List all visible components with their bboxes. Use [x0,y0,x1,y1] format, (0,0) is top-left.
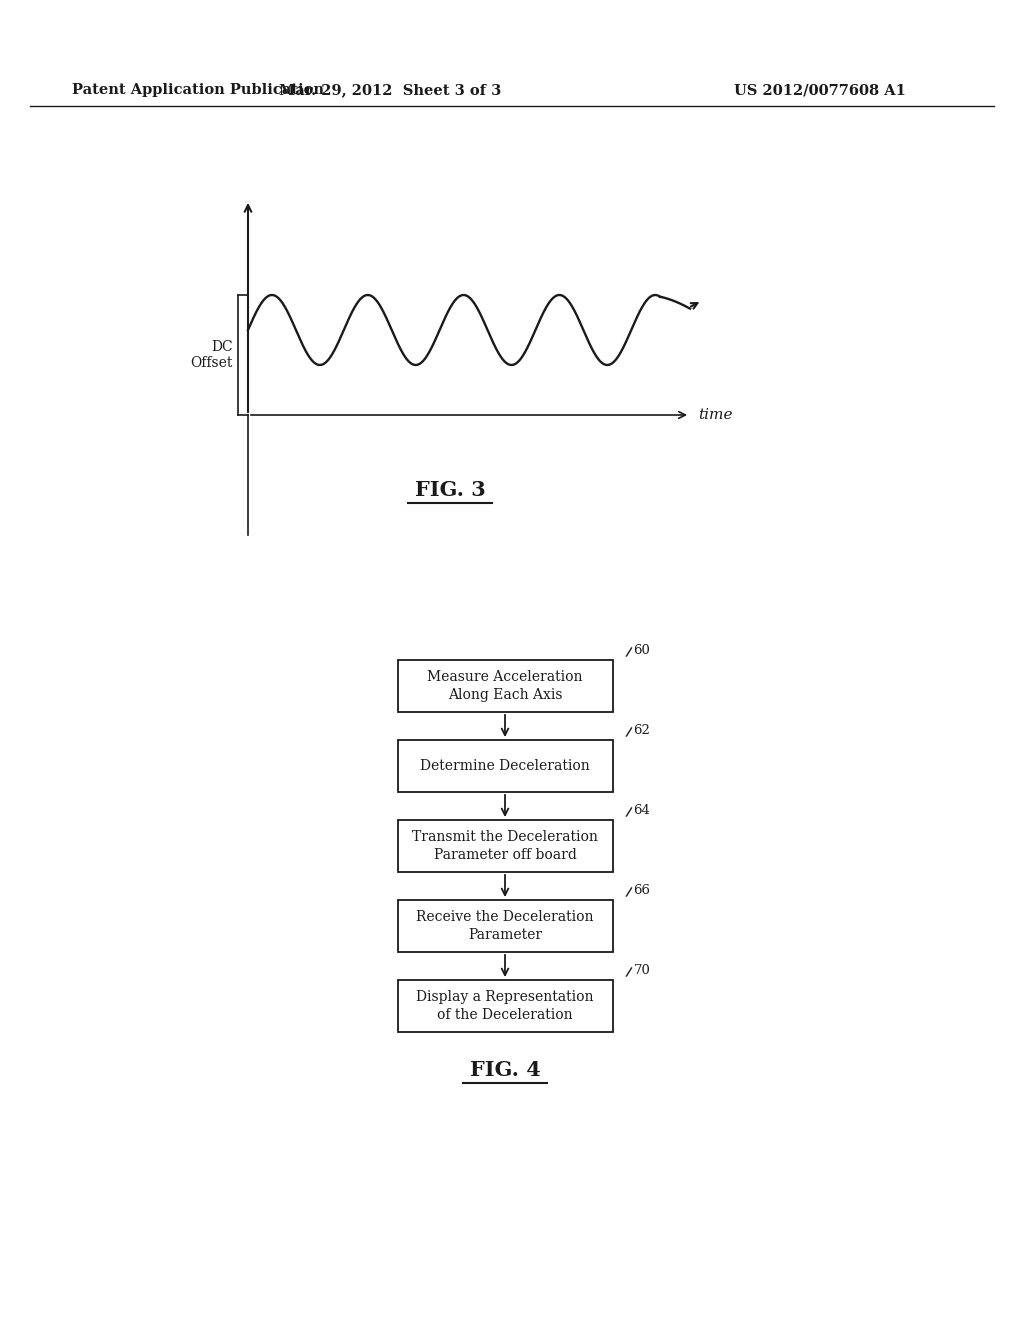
Text: Determine Deceleration: Determine Deceleration [420,759,590,774]
Text: Receive the Deceleration
Parameter: Receive the Deceleration Parameter [416,909,594,942]
Text: FIG. 3: FIG. 3 [415,480,485,500]
Text: US 2012/0077608 A1: US 2012/0077608 A1 [734,83,906,96]
Text: 70: 70 [634,965,650,978]
Text: Display a Representation
of the Deceleration: Display a Representation of the Decelera… [416,990,594,1022]
Text: 66: 66 [634,884,650,898]
Bar [397,820,612,873]
Text: time: time [698,408,732,422]
Text: Transmit the Deceleration
Parameter off board: Transmit the Deceleration Parameter off … [412,830,598,862]
Text: Mar. 29, 2012  Sheet 3 of 3: Mar. 29, 2012 Sheet 3 of 3 [279,83,501,96]
Text: Measure Acceleration
Along Each Axis: Measure Acceleration Along Each Axis [427,669,583,702]
Text: Offset: Offset [190,356,233,370]
Text: 62: 62 [634,725,650,738]
Bar [397,741,612,792]
Text: FIG. 4: FIG. 4 [470,1060,541,1080]
Bar [397,660,612,711]
Text: Patent Application Publication: Patent Application Publication [72,83,324,96]
Bar [397,979,612,1032]
Bar [397,900,612,952]
Text: DC: DC [211,341,233,354]
Text: 64: 64 [634,804,650,817]
Text: 60: 60 [634,644,650,657]
